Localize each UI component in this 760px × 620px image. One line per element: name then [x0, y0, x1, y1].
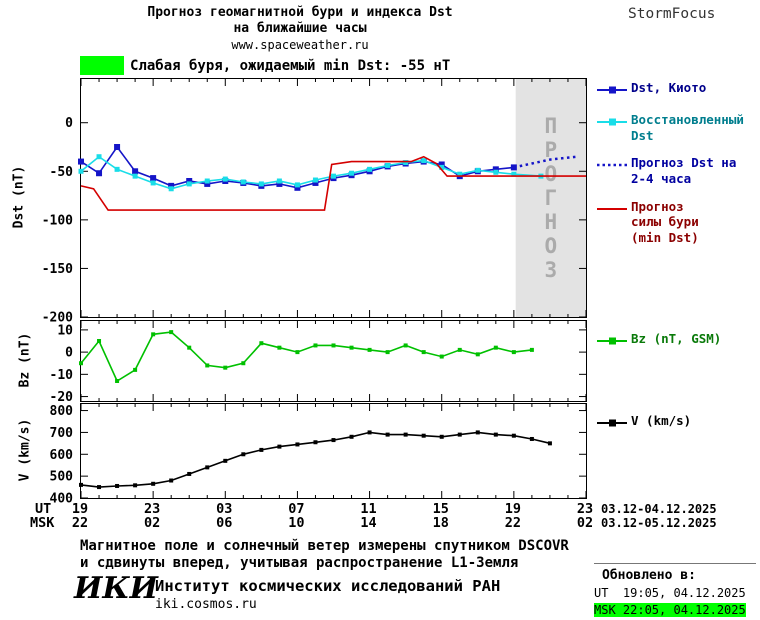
legend-item-dst-kyoto: Dst, Киото	[597, 80, 757, 100]
dst-chart-panel: П Р О Г Н О З 0 -50 -100 -150 -200	[42, 78, 587, 326]
footer-note-line2: и сдвинуты вперед, учитывая распростране…	[80, 555, 519, 571]
svg-text:Г: Г	[545, 186, 558, 210]
legend-v: V (km/s)	[597, 413, 757, 445]
x-tick-label: 22	[71, 515, 89, 531]
x-tick-label: 03	[216, 501, 233, 517]
svg-text:700: 700	[50, 426, 74, 441]
svg-text:800: 800	[50, 404, 74, 419]
svg-text:П: П	[545, 114, 558, 138]
institute-url: iki.cosmos.ru	[155, 597, 257, 612]
x-tick-label: 19	[71, 501, 89, 517]
legend-label-dst-kyoto: Dst, Киото	[631, 80, 707, 95]
updated-ut-time: UT 19:05, 04.12.2025	[594, 586, 746, 600]
x-tick-label: 06	[216, 515, 233, 531]
x-tick-label: 07	[288, 501, 305, 517]
svg-text:З: З	[545, 258, 558, 282]
x-tick-label: 11	[360, 501, 377, 517]
x-tick-label: 22	[504, 515, 521, 531]
site-url: www.spaceweather.ru	[231, 38, 369, 52]
page-title-line2: на ближайшие часы	[233, 21, 367, 36]
svg-text:-50: -50	[50, 165, 74, 180]
legend-item-forecast-dst: Прогноз Dst на 2-4 часа	[597, 155, 757, 186]
svg-text:-100: -100	[42, 213, 73, 228]
bz-chart-panel: 10 0 -10 -20	[50, 320, 587, 405]
legend-label-forecast-dst: Прогноз Dst на 2-4 часа	[631, 155, 737, 186]
x-tick-label: 14	[360, 515, 377, 531]
x-tick-label: 18	[432, 515, 449, 531]
x-axis-msk-row: MSK 03.12-05.12.2025 22 02 06 10 14 18 22 02	[0, 515, 760, 531]
legend-item-restored-dst: Восстановленный Dst	[597, 112, 757, 143]
legend-bz: Bz (nT, GSM)	[597, 331, 757, 363]
legend-label-storm-strength: Прогноз силы бури (min Dst)	[631, 198, 699, 245]
dst-kyoto-marker-icon	[597, 80, 631, 100]
bz-axis-label: Bz (nT)	[17, 332, 33, 388]
storm-strength-marker-icon	[597, 199, 631, 219]
v-marker-icon	[597, 413, 631, 433]
svg-text:-200: -200	[42, 311, 73, 326]
svg-text:500: 500	[50, 470, 74, 485]
ut-date-range: 03.12-04.12.2025	[601, 502, 717, 516]
svg-text:600: 600	[50, 448, 74, 463]
x-tick-label: 23	[144, 501, 161, 517]
svg-text:0: 0	[65, 346, 73, 361]
legend-item-v: V (km/s)	[597, 413, 757, 433]
ut-axis-header: UT	[35, 501, 52, 517]
legend-label-restored-dst: Восстановленный Dst	[631, 112, 744, 143]
updated-msk-time: MSK 22:05, 04.12.2025	[594, 603, 746, 617]
svg-text:10: 10	[57, 323, 73, 338]
storm-banner-text: Слабая буря, ожидаемый min Dst: -55 нТ	[130, 58, 451, 74]
x-tick-label: 23	[576, 501, 594, 517]
bz-marker-icon	[597, 331, 631, 351]
restored-dst-marker-icon	[597, 112, 631, 132]
v-chart-panel: 800 700 600 500 400	[50, 403, 587, 507]
x-tick-label: 02	[576, 515, 594, 531]
x-tick-label: 15	[432, 501, 449, 517]
legend-label-v: V (km/s)	[631, 413, 692, 428]
x-axis-ut-row: UT 03.12-04.12.2025 19 23 03 07 11 15 19 23	[0, 501, 760, 517]
legend-item-bz: Bz (nT, GSM)	[597, 331, 757, 351]
page-title-line1: Прогноз геомагнитной бури и индекса Dst	[147, 5, 453, 20]
v-axis-label: V (km/s)	[17, 418, 33, 482]
x-tick-label: 02	[144, 515, 161, 531]
svg-text:-10: -10	[50, 368, 74, 383]
svg-text:О: О	[545, 162, 558, 186]
svg-text:-150: -150	[42, 262, 73, 277]
svg-text:Н: Н	[545, 210, 558, 234]
x-tick-label: 19	[504, 501, 521, 517]
footer-note-line1: Магнитное поле и солнечный ветер измерен…	[80, 538, 569, 554]
legend-label-bz: Bz (nT, GSM)	[631, 331, 722, 346]
x-tick-label: 10	[288, 515, 305, 531]
svg-text:О: О	[545, 234, 558, 258]
iki-logo: ИКИ	[74, 571, 158, 606]
storm-severity-swatch	[80, 56, 124, 75]
svg-text:400: 400	[50, 492, 74, 507]
forecast-dst-marker-icon	[597, 155, 631, 175]
institute-name: Институт космических исследований РАН	[155, 577, 501, 595]
legend-item-storm-strength: Прогноз силы бури (min Dst)	[597, 199, 757, 246]
brand-label: StormFocus	[628, 6, 716, 22]
updated-label: Обновлено в:	[602, 568, 696, 583]
svg-text:Р: Р	[545, 138, 558, 162]
svg-text:0: 0	[65, 116, 73, 131]
updated-panel: Обновлено в: UT 19:05, 04.12.2025 MSK 22…	[594, 563, 756, 617]
dst-axis-label: Dst (nT)	[11, 165, 27, 229]
msk-axis-header: MSK	[30, 515, 55, 531]
svg-text:-20: -20	[50, 390, 74, 405]
legend-dst: Dst, Киото Восстановленный Dst Прогноз D…	[597, 80, 757, 257]
msk-date-range: 03.12-05.12.2025	[601, 516, 717, 530]
